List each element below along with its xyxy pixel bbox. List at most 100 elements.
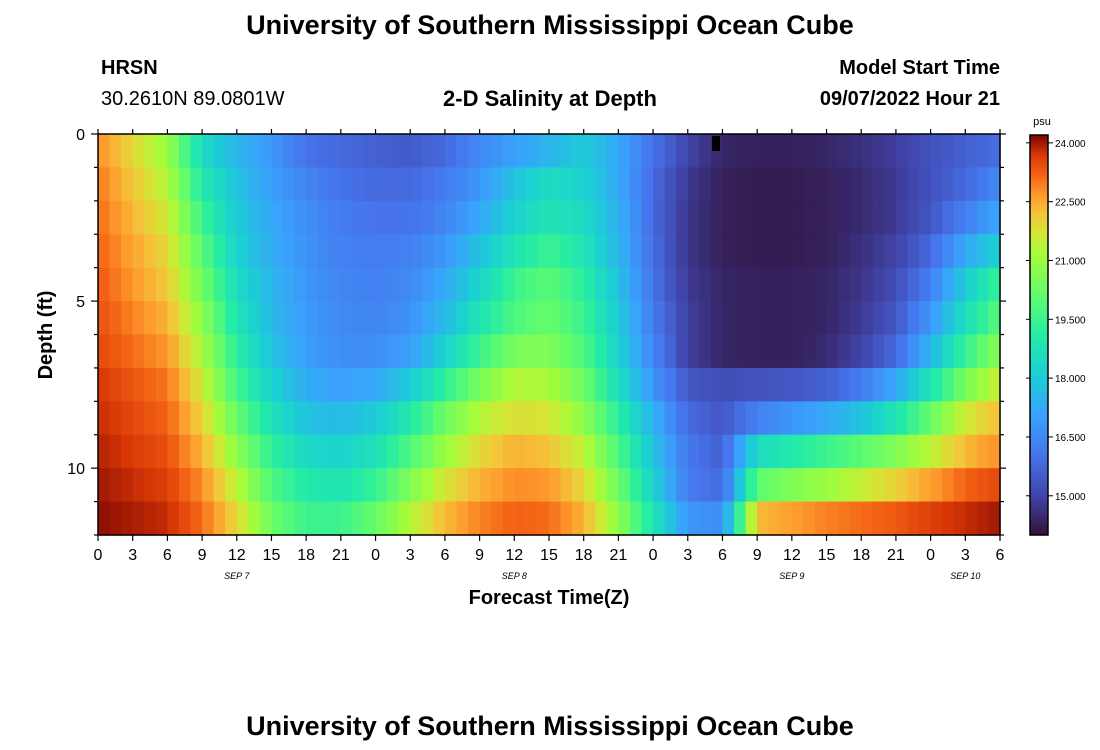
heatmap-cell — [271, 367, 284, 402]
heatmap-cell — [549, 301, 562, 336]
heatmap-cell — [757, 501, 770, 536]
heatmap-cell — [398, 301, 411, 336]
heatmap-cell — [872, 134, 885, 169]
heatmap-cell — [549, 134, 562, 169]
heatmap-cell — [294, 501, 307, 536]
heatmap-cell — [468, 234, 481, 269]
heatmap-cell — [942, 167, 955, 202]
heatmap-cell — [976, 301, 990, 336]
heatmap-cell — [606, 234, 619, 269]
heatmap-cell — [965, 334, 978, 369]
heatmap-cell — [919, 200, 932, 235]
heatmap-cell — [398, 468, 411, 503]
heatmap-cell — [895, 301, 909, 336]
heatmap-cell — [942, 501, 955, 536]
heatmap-cell — [167, 468, 180, 503]
heatmap-cell — [109, 334, 122, 369]
heatmap-cell — [583, 434, 596, 469]
heatmap-cell — [421, 301, 434, 336]
x-tick-label: 0 — [649, 547, 658, 564]
heatmap-cell — [363, 167, 377, 202]
heatmap-cell — [687, 234, 700, 269]
heatmap-cell — [202, 234, 215, 269]
heatmap-cell — [560, 167, 573, 202]
heatmap-cell — [780, 234, 793, 269]
heatmap-cell — [919, 468, 932, 503]
heatmap-cell — [387, 234, 400, 269]
heatmap-cell — [872, 301, 885, 336]
heatmap-cell — [976, 200, 990, 235]
heatmap-cell — [306, 267, 319, 302]
heatmap-cell — [294, 367, 307, 402]
heatmap-cell — [421, 367, 434, 402]
heatmap-cell — [895, 401, 909, 436]
heatmap-cell — [907, 401, 920, 436]
heatmap-cell — [109, 434, 122, 469]
heatmap-cell — [907, 200, 920, 235]
heatmap-cell — [213, 468, 226, 503]
heatmap-cell — [722, 367, 735, 402]
heatmap-cell — [629, 501, 643, 536]
heatmap-cell — [710, 267, 724, 302]
heatmap-cell — [988, 167, 1001, 202]
heatmap-cell — [294, 468, 307, 503]
heatmap-cell — [363, 301, 377, 336]
x-tick-label: 21 — [887, 547, 905, 564]
x-tick-label: 6 — [718, 547, 727, 564]
heatmap-cell — [919, 401, 932, 436]
heatmap-cell — [953, 267, 966, 302]
heatmap-cell — [976, 367, 990, 402]
heatmap-cell — [525, 468, 539, 503]
heatmap-cell — [791, 367, 805, 402]
heatmap-cell — [363, 234, 377, 269]
heatmap-cell — [502, 501, 515, 536]
heatmap-cell — [953, 468, 966, 503]
heatmap-cell — [259, 200, 273, 235]
heatmap-cell — [363, 501, 377, 536]
heatmap-cell — [583, 200, 596, 235]
heatmap-cell — [398, 501, 411, 536]
heatmap-cell — [98, 267, 111, 302]
heatmap-cell — [283, 501, 296, 536]
heatmap-cell — [444, 267, 458, 302]
station-name: HRSN — [101, 57, 158, 79]
heatmap-cell — [757, 401, 770, 436]
heatmap-cell — [144, 367, 157, 402]
heatmap-cell — [132, 468, 145, 503]
heatmap-cell — [988, 234, 1001, 269]
heatmap-cell — [410, 401, 423, 436]
heatmap-cell — [629, 301, 643, 336]
heatmap-cell — [329, 134, 342, 169]
heatmap-cell — [144, 401, 157, 436]
heatmap-cell — [780, 468, 793, 503]
heatmap-cell — [109, 200, 122, 235]
heatmap-cell — [560, 301, 573, 336]
heatmap-cell — [687, 334, 700, 369]
heatmap-cell — [884, 301, 897, 336]
heatmap-cell — [468, 200, 481, 235]
heatmap-cell — [340, 234, 354, 269]
heatmap-cell — [444, 200, 458, 235]
x-tick-label: 3 — [406, 547, 415, 564]
heatmap-cell — [340, 134, 354, 169]
heatmap-cell — [710, 334, 724, 369]
heatmap-cell — [942, 200, 955, 235]
heatmap-cell — [687, 267, 700, 302]
x-tick-label: 15 — [818, 547, 836, 564]
x-tick-label: 12 — [505, 547, 523, 564]
heatmap-cell — [433, 301, 446, 336]
heatmap-cell — [606, 134, 619, 169]
heatmap-cell — [306, 401, 319, 436]
heatmap-cell — [329, 301, 342, 336]
heatmap-cell — [433, 134, 446, 169]
heatmap-cell — [502, 401, 515, 436]
heatmap-cell — [387, 334, 400, 369]
heatmap-cell — [329, 434, 342, 469]
heatmap-cell — [549, 334, 562, 369]
heatmap-cell — [225, 167, 238, 202]
heatmap-cell — [317, 401, 330, 436]
heatmap-cell — [768, 367, 781, 402]
heatmap-cell — [271, 334, 284, 369]
heatmap-cell — [895, 501, 909, 536]
heatmap-cell — [352, 434, 365, 469]
